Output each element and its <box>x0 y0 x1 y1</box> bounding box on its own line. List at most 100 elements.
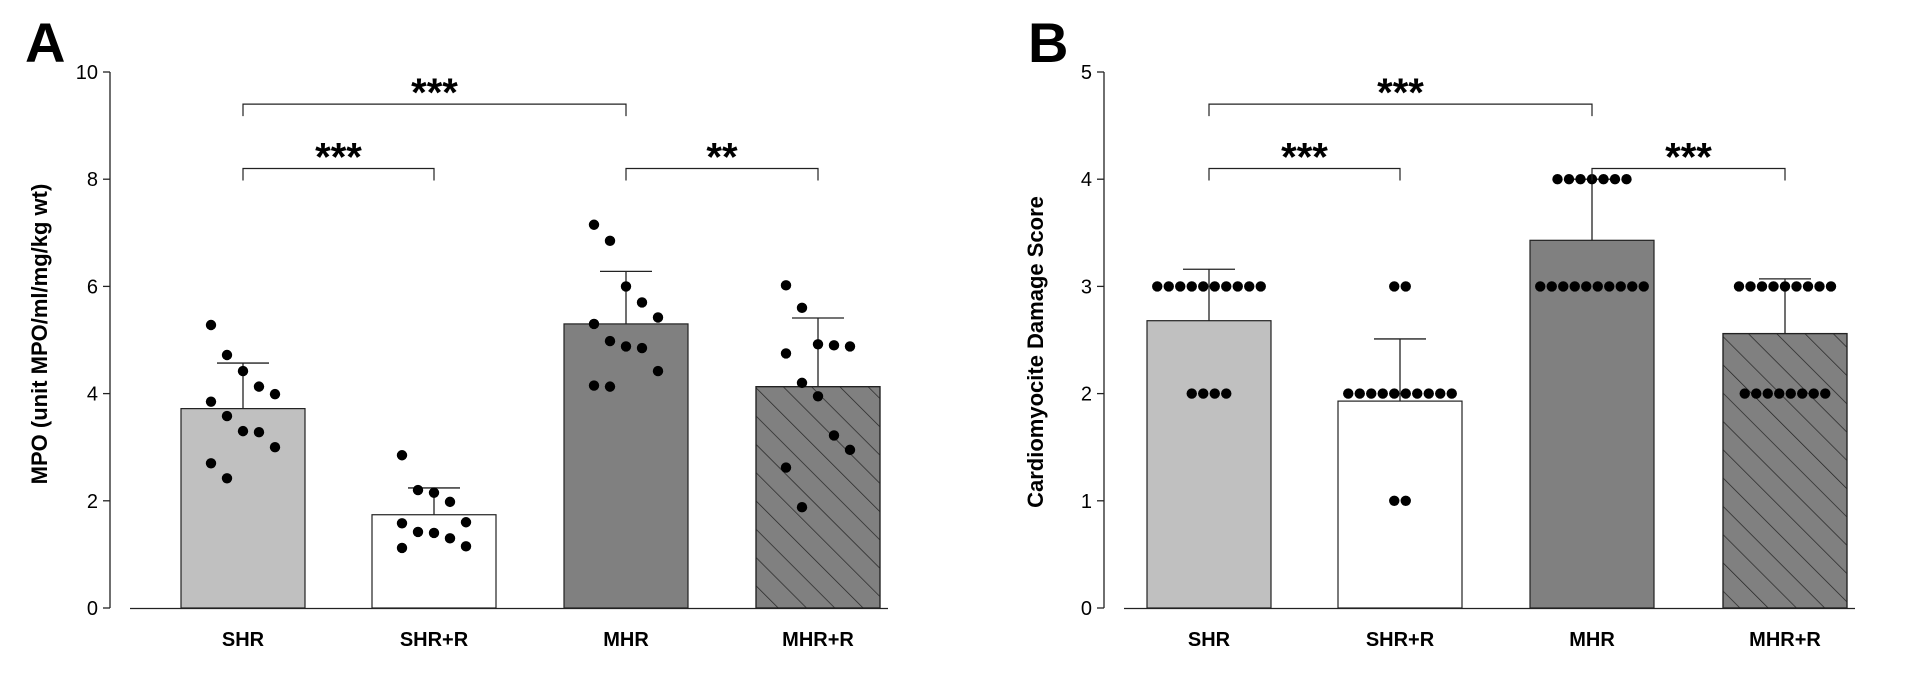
panel-a-bar-1 <box>180 408 306 609</box>
panel-a-y-tick-label: 2 <box>87 491 98 513</box>
panel-a-data-point <box>588 380 600 391</box>
panel-b-data-point <box>1802 281 1814 292</box>
panel-b-bar-3 <box>1529 239 1655 609</box>
panel-a-data-point <box>205 319 217 331</box>
panel-b-data-point <box>1366 388 1377 399</box>
panel-a-significance-bracket-2 <box>242 103 627 117</box>
panel-b-data-point <box>1638 281 1649 292</box>
panel-a-data-point <box>604 381 616 392</box>
panel-a-data-point <box>812 339 824 350</box>
panel-a-data-point <box>237 365 249 377</box>
panel-b-y-tick-label: 1 <box>1081 491 1092 513</box>
panel-a-data-point <box>412 484 424 496</box>
panel-b-data-point <box>1435 388 1446 399</box>
panel-b-data-point <box>1412 388 1423 399</box>
panel-b-data-point <box>1739 388 1750 399</box>
panel-a-y-tick-label: 4 <box>87 384 98 406</box>
panel-a-significance-label-2: *** <box>411 71 458 115</box>
panel-b-data-point <box>1558 281 1569 292</box>
panel-a-data-point <box>428 487 440 498</box>
panel-b-data-point <box>1209 388 1220 399</box>
panel-a-data-point <box>620 341 632 352</box>
panel-a-data-point <box>205 396 217 407</box>
panel-a-y-tick-label: 10 <box>76 62 98 84</box>
panel-b-y-tick-label: 3 <box>1081 276 1092 298</box>
panel-b-category-label-3: MHR <box>1569 629 1615 651</box>
panel-a-data-point <box>237 425 249 437</box>
panel-b-plot: 0 1 2 3 4 5 SHR SHR+R MHR MHR+R *** *** *** <box>1081 62 1855 651</box>
panel-a-data-point <box>780 280 792 291</box>
panel-b-data-point <box>1598 174 1609 185</box>
panel-a-y-tick-label: 6 <box>87 276 98 298</box>
panel-b-y-tick-label: 5 <box>1081 62 1092 84</box>
panel-a-bar-hatch-4 <box>755 386 881 609</box>
panel-b-significance-label-3: *** <box>1665 135 1712 179</box>
panel-a-data-point <box>253 381 265 392</box>
panel-b-data-point <box>1774 388 1785 399</box>
panel-a-significance-label-1: *** <box>315 135 362 179</box>
panel-b-data-point <box>1186 388 1197 399</box>
panel-a-data-point <box>396 542 408 554</box>
panel-a-chart: A MPO (unit MPO/ml/mg/kg wt) 0 2 4 6 8 10 SHR S… <box>25 11 888 651</box>
panel-b-data-point <box>1389 388 1400 399</box>
panel-b-data-point <box>1175 281 1186 292</box>
panel-a-data-point <box>828 340 840 351</box>
panel-a-data-point <box>588 219 600 230</box>
panel-a-data-point <box>652 365 664 377</box>
panel-a-bar-3 <box>563 323 689 609</box>
panel-a-data-point <box>396 518 408 529</box>
panel-b-data-point <box>1615 281 1626 292</box>
panel-a-category-label-1: SHR <box>222 629 265 651</box>
panel-b-chart: B Cardiomyocite Damage Score 0 1 2 3 4 5 SHR SH… <box>1023 11 1855 651</box>
panel-b-data-point <box>1232 281 1243 292</box>
panel-a-significance-bracket-1 <box>242 167 435 181</box>
panel-b-data-point <box>1400 281 1411 292</box>
panel-b-category-label-4: MHR+R <box>1749 629 1821 651</box>
panel-a-data-point <box>588 318 600 330</box>
panel-b-data-point <box>1820 388 1831 399</box>
panel-b-data-point <box>1745 281 1756 292</box>
panel-b-category-label-2: SHR+R <box>1366 629 1435 651</box>
panel-a-data-point <box>412 526 424 538</box>
panel-b-data-point <box>1343 388 1354 399</box>
panel-b-y-tick-label: 0 <box>1081 598 1092 620</box>
panel-b-data-point <box>1569 281 1580 292</box>
panel-a-data-point <box>652 312 664 323</box>
panel-b-data-point <box>1535 281 1546 292</box>
panel-a-data-point <box>604 335 616 347</box>
panel-a-data-point <box>636 342 648 354</box>
panel-b-data-point <box>1221 388 1232 399</box>
panel-b-letter: B <box>1028 11 1068 74</box>
panel-b-data-point <box>1751 388 1762 399</box>
panel-a-data-point <box>444 533 456 544</box>
panel-b-data-point <box>1400 495 1411 506</box>
panel-b-data-point <box>1768 281 1779 292</box>
panel-a-category-label-2: SHR+R <box>400 629 469 651</box>
panel-b-significance-bracket-3 <box>1591 167 1786 181</box>
panel-b-data-point <box>1400 388 1411 399</box>
panel-a-data-point <box>221 349 233 361</box>
panel-b-bar-1 <box>1146 320 1272 609</box>
panel-b-data-point <box>1186 281 1197 292</box>
panel-a-data-point <box>844 444 856 456</box>
panel-a-data-point <box>604 235 616 247</box>
panel-a-data-point <box>780 348 792 359</box>
panel-b-bar-hatch-4 <box>1722 332 1848 609</box>
panel-b-data-point <box>1756 281 1768 292</box>
panel-b-data-point <box>1791 281 1802 292</box>
panel-b-significance-bracket-1 <box>1208 167 1401 181</box>
panel-a-y-axis-title: MPO (unit MPO/ml/mg/kg wt) <box>27 184 52 485</box>
panel-a-data-point <box>428 527 440 539</box>
panel-a-data-point <box>253 426 265 438</box>
panel-b-data-point <box>1389 495 1400 506</box>
panel-a-data-point <box>796 502 808 513</box>
panel-b-data-point <box>1354 388 1365 399</box>
panel-a-category-label-4: MHR+R <box>782 629 854 651</box>
panel-a-letter: A <box>25 11 65 74</box>
panel-a-y-tick-label: 0 <box>87 598 98 620</box>
panel-b-data-point <box>1221 281 1232 292</box>
panel-b-data-point <box>1389 281 1400 292</box>
panel-a-data-point <box>460 517 472 528</box>
